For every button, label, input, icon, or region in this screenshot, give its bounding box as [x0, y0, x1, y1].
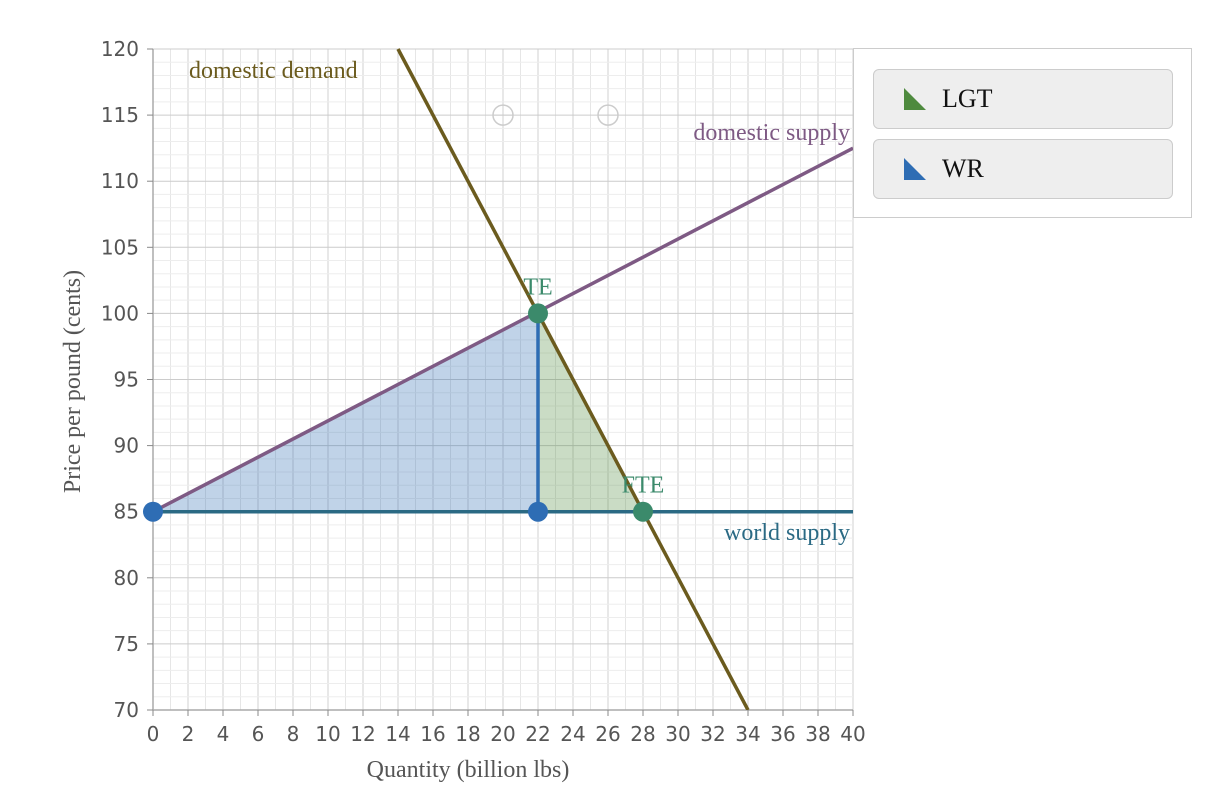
x-tick-label: 14 — [385, 722, 410, 746]
point-fte — [633, 501, 653, 522]
x-tick-label: 8 — [287, 722, 300, 746]
y-tick-label: 90 — [114, 434, 139, 458]
y-tick-label: 110 — [101, 169, 139, 193]
curve-label-domestic-demand: domestic demand — [189, 58, 358, 84]
y-tick-label: 100 — [101, 301, 139, 325]
x-tick-label: 40 — [840, 722, 865, 746]
y-tick-label: 95 — [114, 368, 139, 392]
x-tick-label: 36 — [770, 722, 795, 746]
legend-item-wr[interactable]: WR — [873, 139, 1173, 199]
x-axis-title: Quantity (billion lbs) — [367, 757, 570, 783]
series-line-domestic-supply — [153, 146, 854, 514]
y-axis-title: Price per pound (cents) — [60, 270, 86, 493]
x-tick-label: 28 — [630, 722, 655, 746]
x-tick-label: 18 — [455, 722, 480, 746]
y-tick-label: 115 — [101, 103, 139, 127]
y-tick-label: 80 — [114, 566, 139, 590]
x-tick-label: 6 — [252, 722, 265, 746]
y-tick-label: 70 — [114, 698, 139, 722]
curve-label-domestic-supply: domestic supply — [693, 120, 850, 146]
x-tick-label: 38 — [805, 722, 830, 746]
x-tick-label: 24 — [560, 722, 585, 746]
x-tick-label: 12 — [350, 722, 375, 746]
legend-label-wr: WR — [942, 154, 984, 183]
curve-label-world-supply: world supply — [724, 520, 850, 546]
series-line-domestic-demand — [396, 48, 750, 710]
x-tick-label: 2 — [182, 722, 195, 746]
x-tick-label: 34 — [735, 722, 760, 746]
y-tick-label: 120 — [101, 37, 139, 61]
x-tick-label: 0 — [147, 722, 160, 746]
point-te — [528, 303, 548, 324]
x-tick-label: 4 — [217, 722, 230, 746]
wr-triangle-icon — [904, 158, 926, 180]
y-tick-label: 85 — [114, 500, 139, 524]
point-marker — [528, 501, 548, 522]
lgt-triangle-icon — [904, 88, 926, 110]
y-tick-label: 105 — [101, 235, 139, 259]
legend-item-lgt[interactable]: LGT — [873, 69, 1173, 129]
point-marker — [143, 501, 163, 522]
x-tick-label: 22 — [525, 722, 550, 746]
x-tick-label: 26 — [595, 722, 620, 746]
legend-panel: LGT WR — [853, 48, 1192, 218]
x-tick-label: 10 — [315, 722, 340, 746]
x-tick-label: 30 — [665, 722, 690, 746]
point-label-fte: FTE — [622, 473, 665, 499]
x-tick-label: 16 — [420, 722, 445, 746]
point-label-te: TE — [523, 274, 552, 300]
legend-label-lgt: LGT — [942, 84, 993, 113]
x-tick-label: 32 — [700, 722, 725, 746]
y-tick-label: 75 — [114, 632, 139, 656]
x-tick-label: 20 — [490, 722, 515, 746]
